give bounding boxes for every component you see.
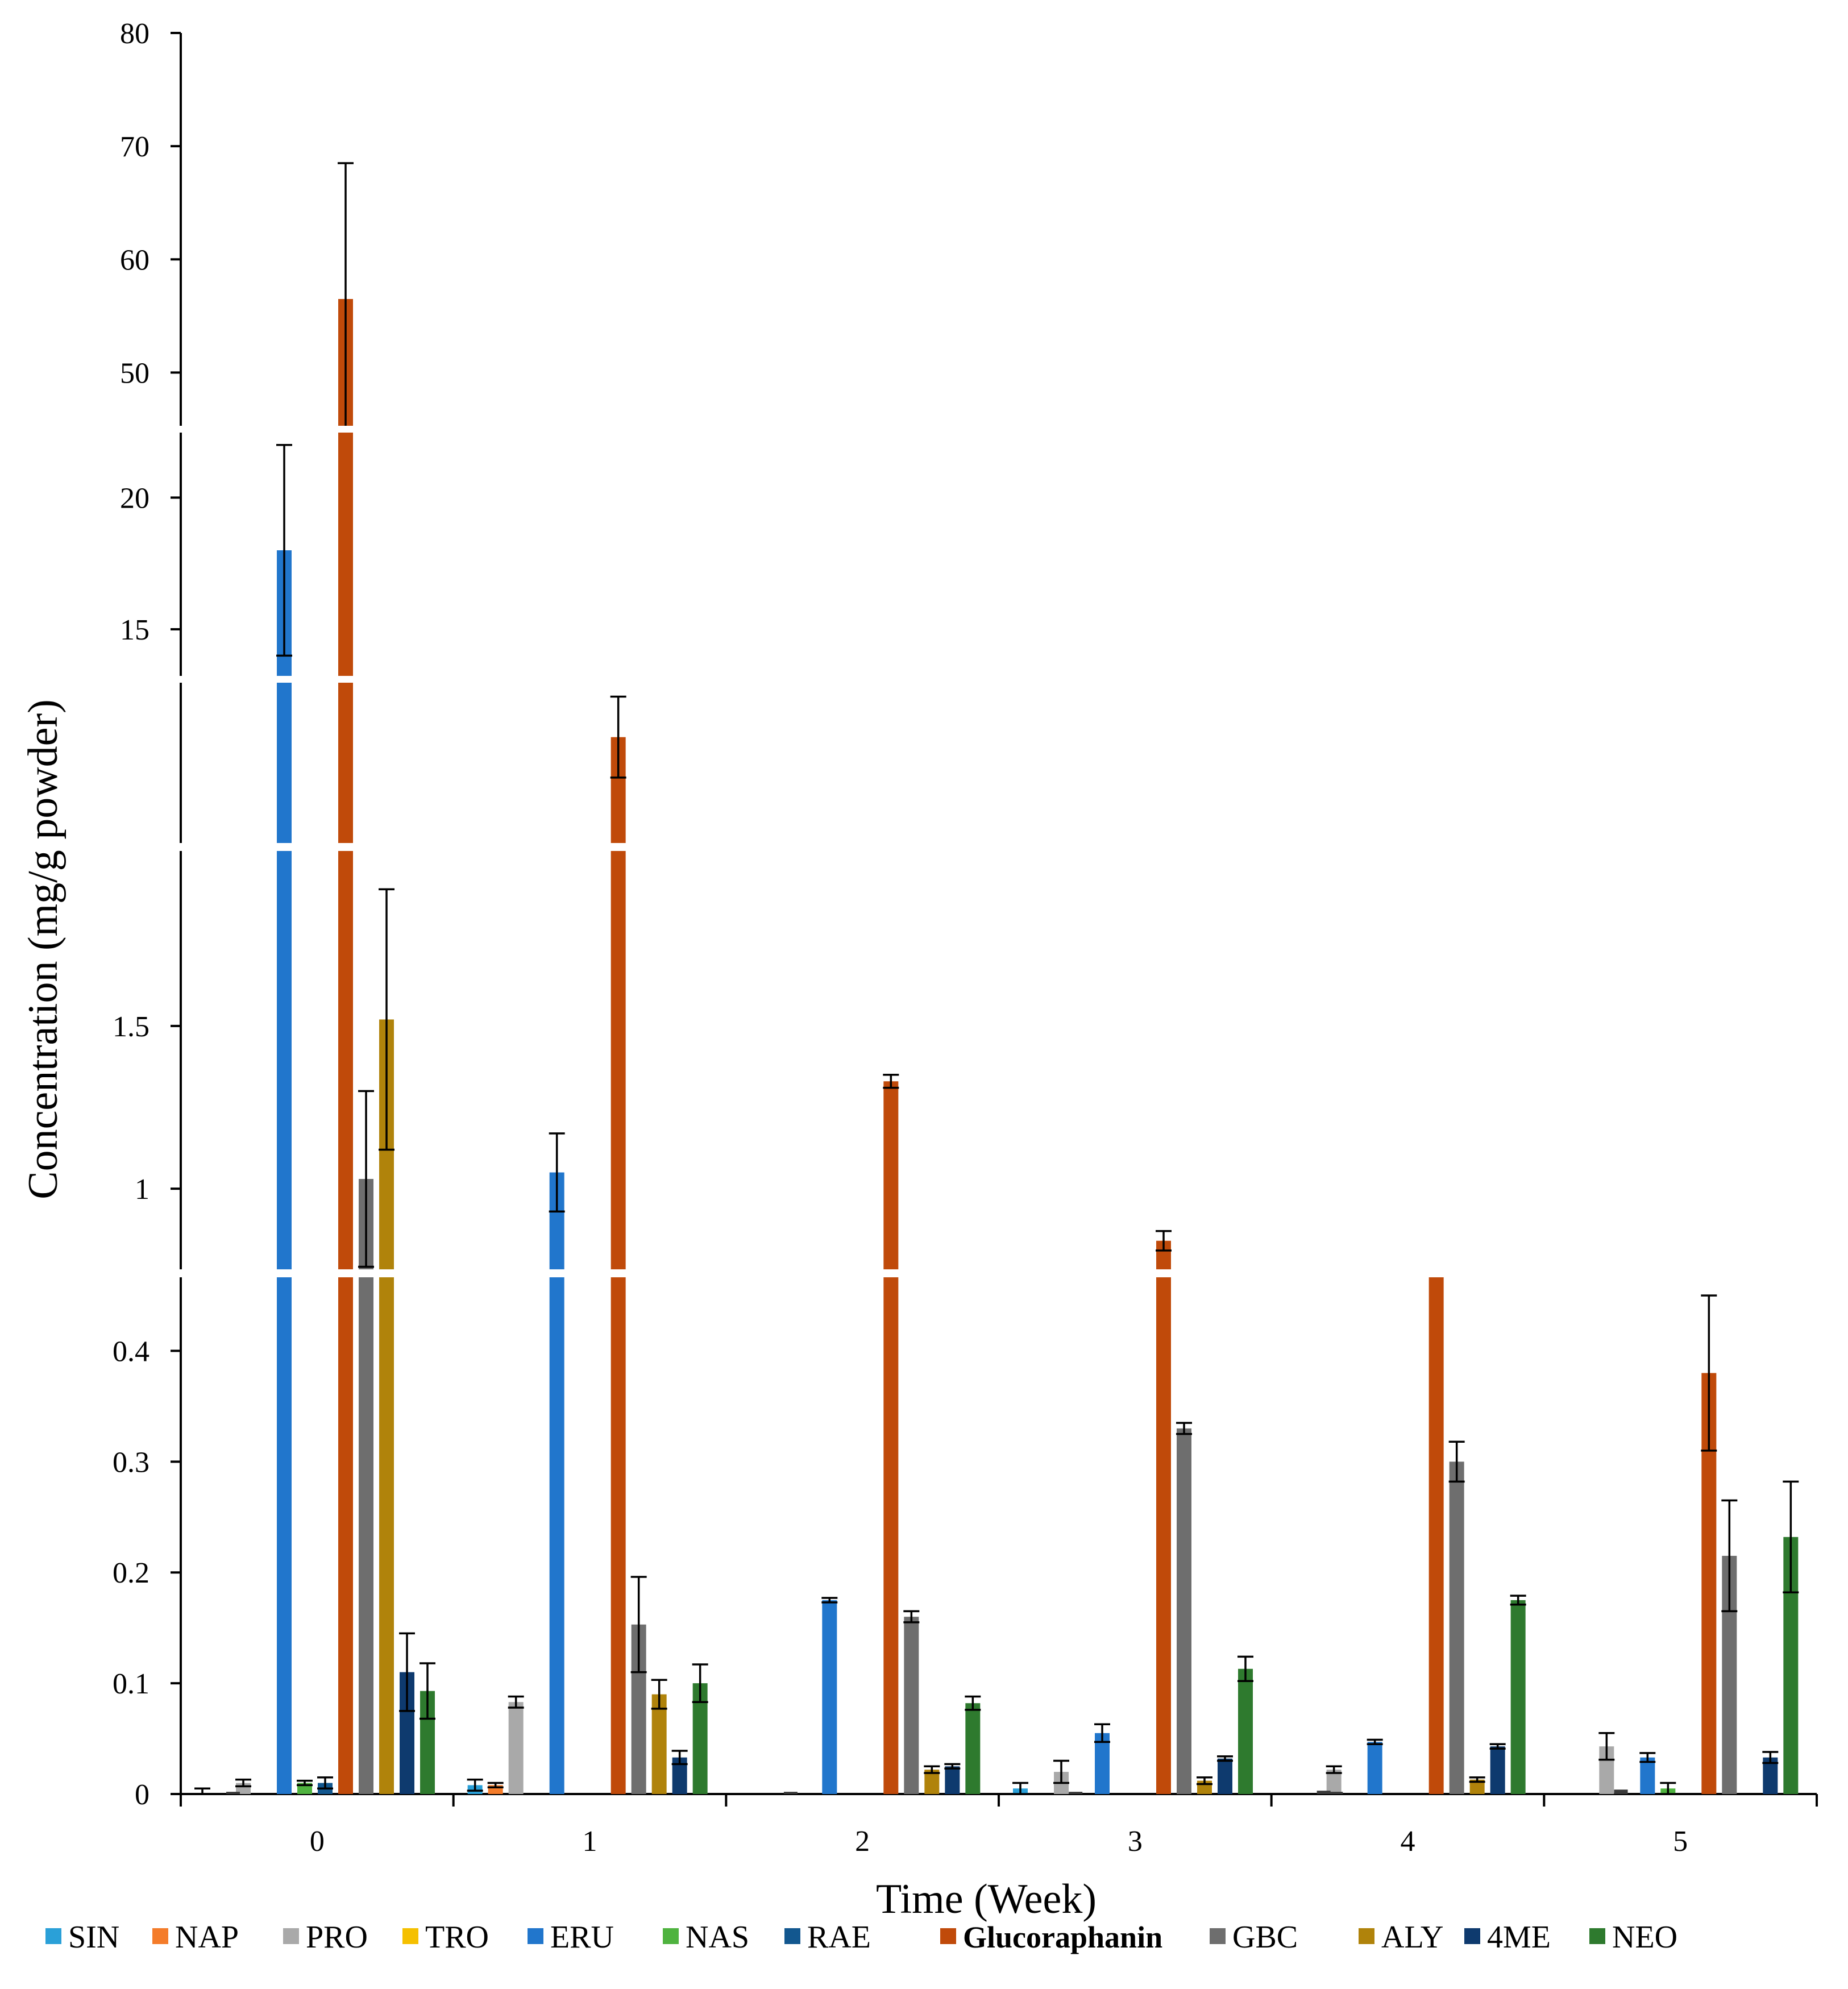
legend-label-NEO: NEO (1612, 1920, 1677, 1955)
axis-break-gap (177, 1269, 1819, 1277)
legend-label-SIN: SIN (68, 1920, 119, 1955)
x-tick-label: 1 (583, 1825, 597, 1858)
x-tick-label: 4 (1401, 1825, 1415, 1858)
legend-swatch-NAP (152, 1928, 168, 1944)
legend-swatch-SIN (45, 1928, 61, 1944)
y-tick-label: 0.2 (113, 1557, 149, 1589)
legend-label-ERU: ERU (550, 1920, 614, 1955)
legend-label-4ME: 4ME (1487, 1920, 1551, 1955)
y-tick-label: 0 (135, 1779, 149, 1811)
bar-ERU (549, 1172, 564, 1794)
small-bar (1329, 1792, 1343, 1794)
bar-ERU (822, 1600, 837, 1794)
y-tick-label: 50 (120, 357, 149, 389)
small-bar (783, 1792, 798, 1794)
legend-swatch-TRO (402, 1928, 418, 1944)
legend-swatch-4ME (1464, 1928, 1480, 1944)
bar-GBC (359, 1178, 373, 1794)
bar-ERU (1095, 1733, 1110, 1794)
bar-NEO (1238, 1668, 1253, 1794)
legend-swatch-RAE (784, 1928, 800, 1944)
legend-swatch-Glucoraphanin (940, 1928, 956, 1944)
legend-label-RAE: RAE (807, 1920, 871, 1955)
bar-ERU (277, 550, 292, 1794)
bar-Glucoraphanin (883, 1081, 899, 1794)
y-tick-label: 0.3 (113, 1446, 149, 1479)
legend-label-Glucoraphanin: Glucoraphanin (963, 1920, 1162, 1954)
y-tick-label: 15 (120, 614, 149, 646)
legend-label-GBC: GBC (1232, 1920, 1298, 1955)
bar-4ME (1490, 1746, 1505, 1794)
legend-swatch-ALY (1359, 1928, 1374, 1944)
legend-label-TRO: TRO (425, 1920, 489, 1955)
small-bar (226, 1792, 240, 1794)
small-bar (1317, 1791, 1331, 1794)
x-tick-label: 5 (1673, 1825, 1688, 1858)
bar-Glucoraphanin (1428, 1273, 1444, 1794)
legend-swatch-ERU (528, 1928, 543, 1944)
legend-swatch-GBC (1210, 1928, 1226, 1944)
y-tick-label: 0.4 (113, 1335, 149, 1368)
y-tick-label: 1.5 (113, 1011, 149, 1043)
y-tick-label: 60 (120, 244, 149, 276)
bar-NEO (1510, 1600, 1526, 1794)
x-axis-title: Time (Week) (876, 1876, 1097, 1922)
bar-4ME (945, 1766, 960, 1794)
y-tick-label: 20 (120, 482, 149, 514)
legend: SIN NAP PRO TRO ERU NAS RAE Glucoraphanin GBC ALY… (45, 1920, 1677, 1955)
legend-label-NAP: NAP (175, 1920, 239, 1955)
bar-4ME (1218, 1758, 1232, 1794)
x-tick-label: 3 (1128, 1825, 1143, 1858)
legend-label-NAS: NAS (686, 1920, 749, 1955)
bar-GBC (904, 1617, 919, 1794)
bar-ALY (651, 1694, 667, 1794)
error-bars (194, 162, 1799, 1795)
bar-PRO (508, 1702, 524, 1794)
bar-Glucoraphanin (1156, 1240, 1171, 1794)
bar-NEO (965, 1703, 981, 1794)
axis-break-gap (177, 676, 1819, 683)
axes (171, 32, 1818, 1807)
bar-ERU (1640, 1757, 1655, 1794)
y-tick-label: 80 (120, 18, 149, 50)
axis-breaks (177, 426, 1819, 1277)
bar-GBC (1449, 1461, 1464, 1794)
legend-swatch-PRO (283, 1928, 299, 1944)
x-tick-label: 0 (310, 1825, 325, 1858)
y-axis-title: Concentration (mg/g powder) (20, 699, 67, 1199)
legend-label-PRO: PRO (306, 1920, 368, 1955)
legend-swatch-NAS (663, 1928, 679, 1944)
x-tick-label: 2 (855, 1825, 870, 1858)
small-bar (1614, 1789, 1628, 1794)
axis-break-gap (177, 426, 1819, 433)
small-bar (1069, 1792, 1083, 1794)
bar-GBC (1177, 1428, 1191, 1794)
legend-swatch-NEO (1589, 1928, 1605, 1944)
y-tick-label: 0.1 (113, 1668, 149, 1700)
y-tick-label: 70 (120, 131, 149, 163)
bar-Glucoraphanin (611, 737, 626, 1794)
bar-ERU (1367, 1742, 1382, 1794)
y-tick-label: 1 (135, 1173, 149, 1206)
bar-Glucoraphanin (338, 298, 353, 1794)
axis-break-gap (177, 843, 1819, 851)
tick-labels: 0 0.1 0.2 0.3 0.4 1 1.5 15 20 50 60 70 80 0 1 2 3 4 5 (113, 18, 1688, 1858)
bars (226, 298, 1799, 1794)
legend-label-ALY: ALY (1381, 1920, 1443, 1955)
